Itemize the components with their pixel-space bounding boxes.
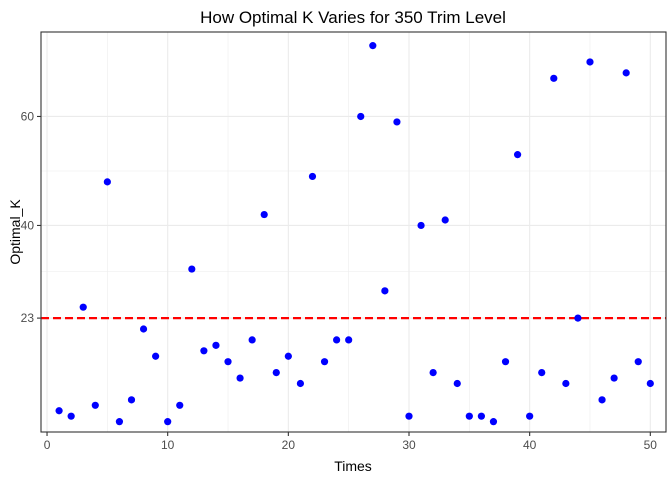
- data-point: [574, 314, 582, 322]
- x-tick-label: 10: [161, 438, 175, 452]
- data-point: [164, 418, 172, 426]
- x-tick-label: 50: [644, 438, 658, 452]
- data-point: [610, 374, 618, 382]
- data-point: [622, 69, 630, 77]
- data-point: [188, 265, 196, 273]
- data-point: [417, 221, 425, 230]
- y-axis-title: Optimal_K: [7, 199, 23, 265]
- data-point: [272, 368, 280, 377]
- y-axis-ticks: 23 40 60: [21, 109, 41, 325]
- data-point: [115, 418, 124, 426]
- data-point: [320, 358, 329, 366]
- data-point: [538, 368, 546, 377]
- data-point: [598, 396, 606, 404]
- data-point: [441, 216, 449, 224]
- data-point: [55, 407, 63, 415]
- data-point: [646, 379, 654, 388]
- y-tick-label: 60: [21, 109, 35, 123]
- data-point: [200, 347, 208, 355]
- data-point: [381, 287, 389, 295]
- data-point: [429, 368, 437, 377]
- data-point: [489, 418, 498, 426]
- data-point: [393, 118, 401, 126]
- data-point: [176, 401, 184, 409]
- data-point: [260, 210, 268, 219]
- data-point: [212, 341, 220, 349]
- data-point: [405, 412, 413, 420]
- data-point: [152, 352, 160, 360]
- data-point: [562, 379, 570, 388]
- data-point: [634, 358, 642, 366]
- data-point: [550, 74, 558, 82]
- x-tick-label: 30: [402, 438, 416, 452]
- data-point: [224, 358, 232, 366]
- data-point: [586, 58, 594, 66]
- data-point: [477, 412, 485, 420]
- data-point: [139, 325, 148, 333]
- data-points: [55, 42, 654, 426]
- data-point: [513, 151, 522, 159]
- data-point: [236, 374, 244, 382]
- x-tick-label: 0: [44, 438, 51, 452]
- plot-border: [40, 31, 667, 433]
- data-point: [465, 412, 473, 420]
- data-point: [91, 401, 99, 409]
- x-tick-label: 20: [282, 438, 296, 452]
- data-point: [526, 412, 534, 420]
- data-point: [284, 352, 292, 360]
- x-tick-label: 40: [523, 438, 537, 452]
- data-point: [345, 336, 353, 344]
- plot-panel: [41, 32, 666, 432]
- data-point: [501, 358, 510, 366]
- y-tick-label: 40: [21, 218, 35, 232]
- x-axis-ticks: 0 10 20 30 40 50: [44, 432, 658, 452]
- data-point: [308, 172, 317, 181]
- data-point: [103, 178, 111, 186]
- data-point: [369, 42, 377, 50]
- data-point: [79, 303, 87, 311]
- data-point: [357, 112, 365, 121]
- data-point: [248, 336, 256, 344]
- x-axis-title: Times: [334, 458, 372, 474]
- data-point: [453, 379, 461, 388]
- data-point: [296, 379, 305, 388]
- chart-title: How Optimal K Varies for 350 Trim Level: [200, 8, 506, 27]
- data-point: [127, 396, 136, 404]
- y-tick-label: 23: [21, 311, 35, 325]
- data-point: [67, 412, 75, 420]
- data-point: [333, 336, 341, 344]
